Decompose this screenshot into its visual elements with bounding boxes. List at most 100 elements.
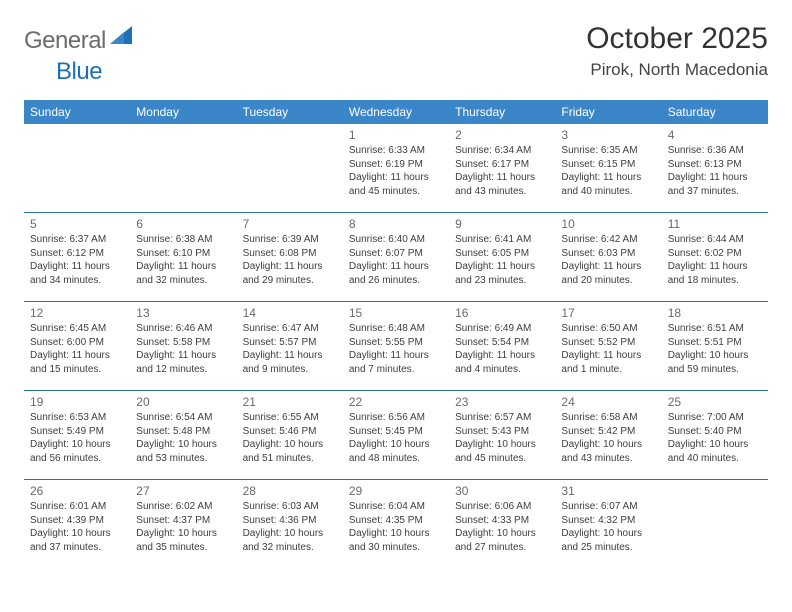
daylight-text: Daylight: 10 hours and 48 minutes. bbox=[349, 438, 443, 465]
day-details: Sunrise: 6:42 AMSunset: 6:03 PMDaylight:… bbox=[561, 233, 655, 287]
weekday-header: Wednesday bbox=[343, 100, 449, 124]
day-details: Sunrise: 6:54 AMSunset: 5:48 PMDaylight:… bbox=[136, 411, 230, 465]
day-cell: 7Sunrise: 6:39 AMSunset: 6:08 PMDaylight… bbox=[237, 213, 343, 301]
daylight-text: Daylight: 11 hours and 15 minutes. bbox=[30, 349, 124, 376]
day-cell: 23Sunrise: 6:57 AMSunset: 5:43 PMDayligh… bbox=[449, 391, 555, 479]
sunset-text: Sunset: 6:17 PM bbox=[455, 158, 549, 172]
day-cell: 17Sunrise: 6:50 AMSunset: 5:52 PMDayligh… bbox=[555, 302, 661, 390]
day-cell: 8Sunrise: 6:40 AMSunset: 6:07 PMDaylight… bbox=[343, 213, 449, 301]
day-number: 21 bbox=[243, 395, 337, 409]
day-number: 11 bbox=[668, 217, 762, 231]
day-details: Sunrise: 6:46 AMSunset: 5:58 PMDaylight:… bbox=[136, 322, 230, 376]
day-cell: 15Sunrise: 6:48 AMSunset: 5:55 PMDayligh… bbox=[343, 302, 449, 390]
day-details: Sunrise: 6:51 AMSunset: 5:51 PMDaylight:… bbox=[668, 322, 762, 376]
daylight-text: Daylight: 10 hours and 53 minutes. bbox=[136, 438, 230, 465]
day-cell: 11Sunrise: 6:44 AMSunset: 6:02 PMDayligh… bbox=[662, 213, 768, 301]
day-cell: 21 Sunrise: 6:55 AMSunset: 5:46 PMDayligh… bbox=[237, 391, 343, 479]
day-number: 5 bbox=[30, 217, 124, 231]
sunset-text: Sunset: 6:13 PM bbox=[668, 158, 762, 172]
day-number: 16 bbox=[455, 306, 549, 320]
daylight-text: Daylight: 11 hours and 18 minutes. bbox=[668, 260, 762, 287]
day-cell: 12Sunrise: 6:45 AMSunset: 6:00 PMDayligh… bbox=[24, 302, 130, 390]
daylight-text: Daylight: 11 hours and 43 minutes. bbox=[455, 171, 549, 198]
sunset-text: Sunset: 5:43 PM bbox=[455, 425, 549, 439]
daylight-text: Daylight: 11 hours and 29 minutes. bbox=[243, 260, 337, 287]
daylight-text: Daylight: 10 hours and 59 minutes. bbox=[668, 349, 762, 376]
day-details: Sunrise: 6:47 AMSunset: 5:57 PMDaylight:… bbox=[243, 322, 337, 376]
sunrise-text: Sunrise: 6:51 AM bbox=[668, 322, 762, 336]
day-cell: 29Sunrise: 6:04 AMSunset: 4:35 PMDayligh… bbox=[343, 480, 449, 568]
day-cell: 27Sunrise: 6:02 AMSunset: 4:37 PMDayligh… bbox=[130, 480, 236, 568]
daylight-text: Daylight: 11 hours and 12 minutes. bbox=[136, 349, 230, 376]
day-cell: 5 Sunrise: 6:37 AMSunset: 6:12 PMDaylight… bbox=[24, 213, 130, 301]
day-details: Sunrise: 6:49 AMSunset: 5:54 PMDaylight:… bbox=[455, 322, 549, 376]
weekday-header: Monday bbox=[130, 100, 236, 124]
sunrise-text: Sunrise: 6:39 AM bbox=[243, 233, 337, 247]
day-details: Sunrise: 6:03 AMSunset: 4:36 PMDaylight:… bbox=[243, 500, 337, 554]
calendar-grid: SundayMondayTuesdayWednesdayThursdayFrid… bbox=[24, 100, 768, 568]
day-number: 20 bbox=[136, 395, 230, 409]
title-block: October 2025 Pirok, North Macedonia bbox=[586, 22, 768, 80]
day-number: 1 bbox=[349, 128, 443, 142]
sunset-text: Sunset: 5:58 PM bbox=[136, 336, 230, 350]
day-details: Sunrise: 6:35 AMSunset: 6:15 PMDaylight:… bbox=[561, 144, 655, 198]
daylight-text: Daylight: 11 hours and 37 minutes. bbox=[668, 171, 762, 198]
day-details: Sunrise: 6:37 AMSunset: 6:12 PMDaylight:… bbox=[30, 233, 124, 287]
week-row: 19 Sunrise: 6:53 AMSunset: 5:49 PMDayligh… bbox=[24, 390, 768, 479]
day-details: Sunrise: 6:55 AMSunset: 5:46 PMDaylight:… bbox=[243, 411, 337, 465]
day-cell bbox=[130, 124, 236, 212]
sunrise-text: Sunrise: 6:33 AM bbox=[349, 144, 443, 158]
sunset-text: Sunset: 5:52 PM bbox=[561, 336, 655, 350]
sunrise-text: Sunrise: 6:58 AM bbox=[561, 411, 655, 425]
sunset-text: Sunset: 4:36 PM bbox=[243, 514, 337, 528]
daylight-text: Daylight: 11 hours and 34 minutes. bbox=[30, 260, 124, 287]
sunset-text: Sunset: 6:10 PM bbox=[136, 247, 230, 261]
day-cell bbox=[237, 124, 343, 212]
logo: General bbox=[24, 26, 86, 55]
day-number: 2 bbox=[455, 128, 549, 142]
week-row: 5 Sunrise: 6:37 AMSunset: 6:12 PMDaylight… bbox=[24, 212, 768, 301]
day-number: 8 bbox=[349, 217, 443, 231]
day-details: Sunrise: 6:53 AMSunset: 5:49 PMDaylight:… bbox=[30, 411, 124, 465]
day-cell: 3Sunrise: 6:35 AMSunset: 6:15 PMDaylight… bbox=[555, 124, 661, 212]
day-cell: 25 Sunrise: 7:00 AMSunset: 5:40 PMDayligh… bbox=[662, 391, 768, 479]
sunrise-text: Sunrise: 6:45 AM bbox=[30, 322, 124, 336]
day-cell: 24Sunrise: 6:58 AMSunset: 5:42 PMDayligh… bbox=[555, 391, 661, 479]
sunrise-text: Sunrise: 6:02 AM bbox=[136, 500, 230, 514]
location: Pirok, North Macedonia bbox=[586, 60, 768, 80]
weeks-container: 1 Sunrise: 6:33 AMSunset: 6:19 PM Daylight… bbox=[24, 124, 768, 568]
day-number: 10 bbox=[561, 217, 655, 231]
daylight-text: Daylight: 11 hours and 32 minutes. bbox=[136, 260, 230, 287]
day-number: 25 bbox=[668, 395, 762, 409]
daylight-text: Daylight: 10 hours and 40 minutes. bbox=[668, 438, 762, 465]
sunrise-text: Sunrise: 7:00 AM bbox=[668, 411, 762, 425]
sunset-text: Sunset: 5:51 PM bbox=[668, 336, 762, 350]
daylight-text: Daylight: 10 hours and 51 minutes. bbox=[243, 438, 337, 465]
day-number: 6 bbox=[136, 217, 230, 231]
daylight-text: Daylight: 10 hours and 30 minutes. bbox=[349, 527, 443, 554]
day-details: Sunrise: 7:00 AMSunset: 5:40 PMDaylight:… bbox=[668, 411, 762, 465]
sunset-text: Sunset: 6:19 PM bbox=[349, 158, 443, 172]
sunrise-text: Sunrise: 6:35 AM bbox=[561, 144, 655, 158]
daylight-text: Daylight: 10 hours and 56 minutes. bbox=[30, 438, 124, 465]
month-title: October 2025 bbox=[586, 22, 768, 56]
daylight-text: Daylight: 10 hours and 35 minutes. bbox=[136, 527, 230, 554]
weekday-header: Friday bbox=[555, 100, 661, 124]
day-cell bbox=[662, 480, 768, 568]
day-number: 19 bbox=[30, 395, 124, 409]
sunrise-text: Sunrise: 6:57 AM bbox=[455, 411, 549, 425]
day-details: Sunrise: 6:50 AMSunset: 5:52 PMDaylight:… bbox=[561, 322, 655, 376]
sunset-text: Sunset: 4:32 PM bbox=[561, 514, 655, 528]
sunrise-text: Sunrise: 6:41 AM bbox=[455, 233, 549, 247]
day-number: 9 bbox=[455, 217, 549, 231]
daylight-text: Daylight: 11 hours and 23 minutes. bbox=[455, 260, 549, 287]
day-number: 27 bbox=[136, 484, 230, 498]
day-cell: 10 Sunrise: 6:42 AMSunset: 6:03 PMDayligh… bbox=[555, 213, 661, 301]
sunrise-text: Sunrise: 6:04 AM bbox=[349, 500, 443, 514]
sunrise-text: Sunrise: 6:03 AM bbox=[243, 500, 337, 514]
daylight-text: Daylight: 10 hours and 32 minutes. bbox=[243, 527, 337, 554]
sunrise-text: Sunrise: 6:48 AM bbox=[349, 322, 443, 336]
day-number: 13 bbox=[136, 306, 230, 320]
logo-sail-icon bbox=[110, 26, 132, 49]
sunrise-text: Sunrise: 6:01 AM bbox=[30, 500, 124, 514]
